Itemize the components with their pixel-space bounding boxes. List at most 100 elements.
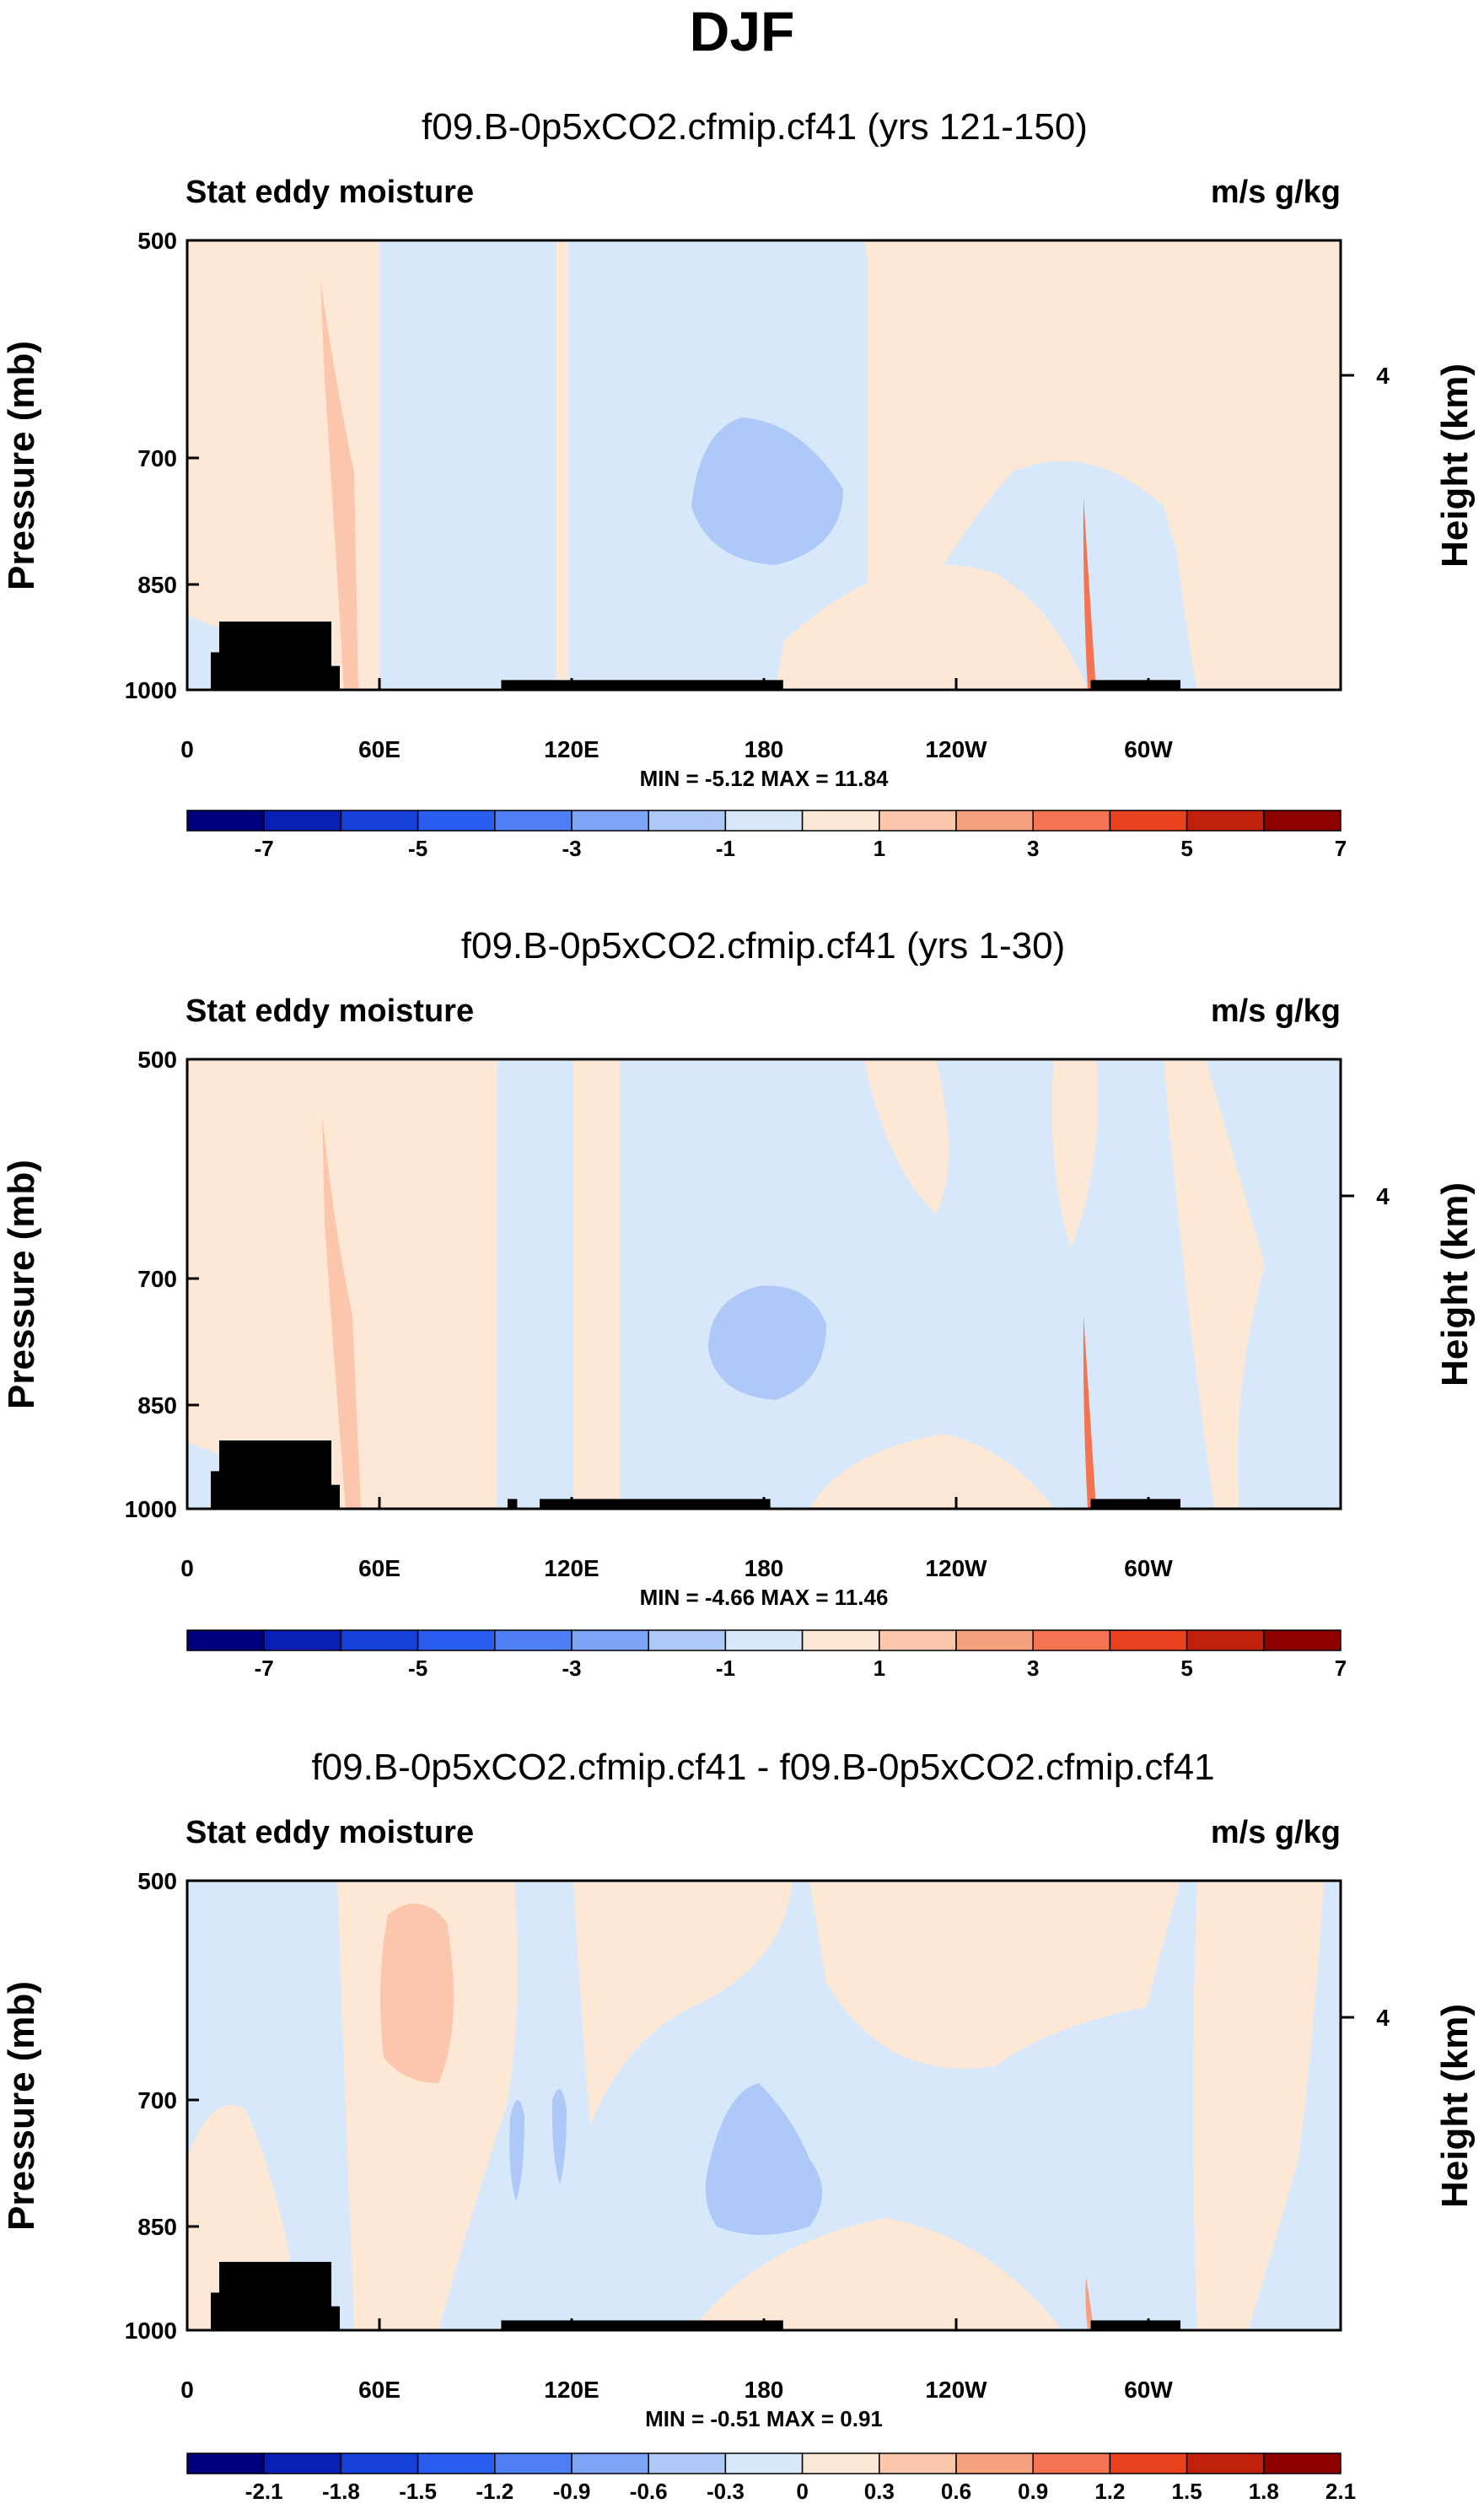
- panel-1-land-step-2: [331, 665, 340, 690]
- panel-2-colorbar-label-5: 1: [874, 1656, 885, 1681]
- panel-3-colorbar-box-12: [1032, 2452, 1111, 2474]
- panel-3-xtick-label-120w: 120W: [925, 2377, 987, 2403]
- panel-1-colorbar-label-2: -5: [408, 836, 427, 861]
- panel-3-land: [211, 2261, 1180, 2330]
- panel-2-colorbar-box-9: [801, 1629, 880, 1651]
- panel-1-positive-streak-andes: [1083, 498, 1096, 690]
- panel-3-xtick-label-60e: 60E: [358, 2377, 401, 2403]
- panel-2-colorbar-box-13: [1109, 1629, 1188, 1651]
- panel-1-colorbar-label-1: -7: [255, 836, 274, 861]
- panel-3-colorbar-box-15: [1263, 2452, 1342, 2474]
- panel-2-xtick-label-120w: 120W: [925, 1555, 987, 1581]
- panel-3: f09.B-0p5xCO2.cfmip.cf41 - f09.B-0p5xCO2…: [1, 1747, 1476, 2504]
- panel-2-negative-band-central: [497, 1059, 573, 1509]
- panel-1-land-mask-3: [1090, 680, 1180, 690]
- panel-1-colorbar-box-13: [1109, 810, 1188, 832]
- panel-1-land-mask-1: [219, 621, 331, 690]
- panel-1-colorbar-box-9: [801, 810, 880, 832]
- panel-3-colorbar-box-9: [801, 2452, 880, 2474]
- panel-3-colorbar-label-7: -0.3: [707, 2479, 745, 2504]
- panel-3-colorbar-label-14: 1.8: [1249, 2479, 1279, 2504]
- panel-2-colorbar-box-11: [955, 1629, 1034, 1651]
- panel-3-ytick-label-1000: 1000: [125, 2318, 177, 2344]
- panel-2-colorbar-label-7: 5: [1180, 1656, 1192, 1681]
- panel-1-ytick-label-700: 700: [137, 445, 177, 471]
- panel-3-right-label: m/s g/kg: [1211, 1815, 1341, 1850]
- panel-1-colorbar-label-6: 3: [1027, 836, 1039, 861]
- panel-3-ylabel: Pressure (mb): [1, 1981, 42, 2231]
- panel-1-ylabel: Pressure (mb): [1, 341, 42, 590]
- panel-1-colorbar-box-15: [1263, 810, 1342, 832]
- panel-2-colorbar-box-10: [879, 1629, 957, 1651]
- panel-1-right-tick-label-4: 4: [1376, 363, 1390, 389]
- panel-3-xtick-label-120e: 120E: [544, 2377, 599, 2403]
- panel-1-colorbar-label-3: -3: [562, 836, 581, 861]
- panel-1-positive-band-east: [1155, 240, 1341, 690]
- panel-3-positive-core-indian: [380, 1903, 454, 2083]
- panel-3-negative-blob-west-2: [551, 2089, 567, 2184]
- panel-3-minmax: MIN = -0.51 MAX = 0.91: [645, 2406, 883, 2431]
- panel-3-colorbar-label-8: 0: [796, 2479, 808, 2504]
- panel-1-colorbar-box-4: [417, 810, 496, 832]
- panel-2: f09.B-0p5xCO2.cfmip.cf41 (yrs 1-30) Stat…: [1, 925, 1476, 1681]
- panel-1-land-step-1: [211, 652, 219, 690]
- panel-3-ytick-label-850: 850: [137, 2214, 177, 2240]
- panel-1-colorbar-box-1: [186, 810, 265, 832]
- panel-2-ylabel: Pressure (mb): [1, 1160, 42, 1409]
- panel-3-negative-blob-west: [509, 2100, 524, 2201]
- panel-1-colorbar-box-2: [263, 810, 342, 832]
- panel-1-xtick-label-120w: 120W: [925, 736, 987, 762]
- panel-1-negative-core: [691, 417, 843, 565]
- panel-3-ytick-label-500: 500: [137, 1868, 177, 1894]
- panel-2-xtick-label-60e: 60E: [358, 1555, 401, 1581]
- panel-3-xtick-label-180: 180: [745, 2377, 784, 2403]
- panel-3-y-ticks: 500 700 850 1000 4: [125, 1868, 1390, 2344]
- panel-3-colorbar-label-5: -0.9: [553, 2479, 591, 2504]
- panel-3-colorbar-box-13: [1109, 2452, 1188, 2474]
- panel-3-land-step-1: [211, 2292, 219, 2330]
- panel-3-positive-streak-andes: [1085, 2277, 1094, 2330]
- panel-2-positive-tongue-central: [1051, 1059, 1098, 1248]
- panel-1-xtick-label-60e: 60E: [358, 736, 401, 762]
- panel-1-positive-strip: [556, 240, 568, 690]
- panel-2-xtick-label-60w: 60W: [1124, 1555, 1173, 1581]
- panel-3-colorbar: -2.1 -1.8 -1.5 -1.2 -0.9 -0.6 -0.3 0 0.3 0.6 0.9 1.…: [186, 2452, 1356, 2504]
- panel-2-xtick-label-0: 0: [180, 1555, 194, 1581]
- panel-3-colorbar-label-1: -2.1: [245, 2479, 283, 2504]
- panel-3-colorbar-box-8: [724, 2452, 804, 2474]
- panel-3-colorbar-label-13: 1.5: [1172, 2479, 1202, 2504]
- panel-1-colorbar-box-14: [1186, 810, 1265, 832]
- panel-3-colorbar-box-14: [1186, 2452, 1265, 2474]
- panel-3-right-tick-label-4: 4: [1376, 2005, 1390, 2031]
- panel-2-x-ticks: 0 60E 120E 180 120W 60W: [180, 1497, 1173, 1581]
- panel-1-field: [187, 240, 1341, 690]
- panel-3-colorbar-label-9: 0.3: [864, 2479, 895, 2504]
- panel-3-colorbar-box-5: [494, 2452, 573, 2474]
- panel-2-land-mask-1: [219, 1440, 331, 1509]
- panel-1-right-label: m/s g/kg: [1211, 175, 1341, 210]
- panel-2-ytick-label-1000: 1000: [125, 1496, 177, 1522]
- panel-2-positive-streak-africa: [322, 1113, 361, 1509]
- panel-2-colorbar-box-1: [186, 1629, 265, 1651]
- panel-1-negative-band-central: [379, 240, 523, 690]
- panel-2-land-mask-2: [508, 1499, 518, 1509]
- panel-2-colorbar-box-15: [1263, 1629, 1342, 1651]
- panel-2-xtick-label-180: 180: [745, 1555, 784, 1581]
- panel-1-title: f09.B-0p5xCO2.cfmip.cf41 (yrs 121-150): [422, 106, 1088, 148]
- panel-1-colorbar-label-5: 1: [874, 836, 885, 861]
- panel-3-colorbar-label-4: -1.2: [476, 2479, 513, 2504]
- panel-1-xtick-label-180: 180: [745, 736, 784, 762]
- panel-2-xtick-label-120e: 120E: [544, 1555, 599, 1581]
- panel-2-land: [211, 1440, 1180, 1509]
- panel-1-ytick-label-1000: 1000: [125, 677, 177, 703]
- panel-2-colorbar-label-2: -5: [408, 1656, 427, 1681]
- panel-2-colorbar-label-4: -1: [716, 1656, 735, 1681]
- panel-2-ytick-label-700: 700: [137, 1266, 177, 1292]
- panel-1-y-ticks: 500 700 850 1000 4: [125, 228, 1390, 703]
- panel-3-left-label: Stat eddy moisture: [186, 1815, 474, 1850]
- panel-3-colorbar-box-7: [648, 2452, 727, 2474]
- panel-3-positive-region-eastpac: [809, 1881, 1180, 2069]
- panel-2-colorbar-label-1: -7: [255, 1656, 274, 1681]
- panel-2-ylabel-right: Height (km): [1434, 1182, 1476, 1386]
